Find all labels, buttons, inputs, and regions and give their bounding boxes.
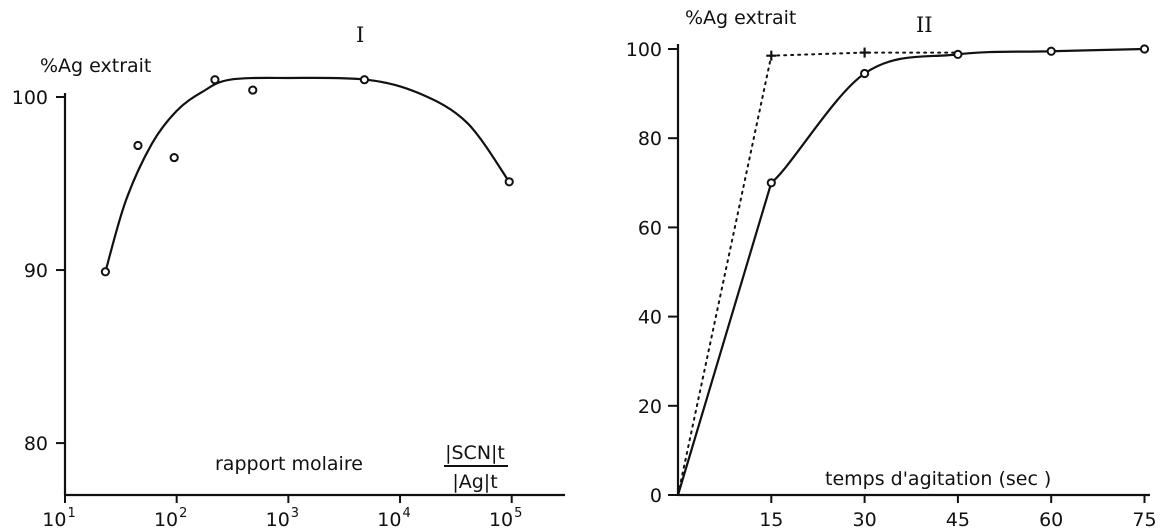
x-tick-label-ii: 15 [759, 509, 783, 529]
x-tick-base-i: 10 [42, 509, 66, 529]
y-tick-label-ii: 100 [626, 39, 662, 61]
x-tick-base-i: 10 [154, 509, 178, 529]
xlabel-text-i: rapport molaire [215, 453, 363, 475]
data-point-circle-ii [766, 178, 776, 188]
y-tick-label-ii: 60 [638, 217, 662, 239]
ylabel-i: %Ag extrait [40, 55, 151, 77]
x-ticks-ii: 15 30 45 60 75 [759, 495, 1157, 529]
data-point-circle-ii [953, 49, 963, 59]
data-point-i [210, 75, 220, 85]
y-tick-label-ii: 20 [638, 396, 662, 418]
x-tick-exp-i: 2 [179, 506, 187, 521]
chart-ii: II %Ag extrait 0 20 40 60 80 100 15 30 45 60 75 t… [626, 7, 1157, 529]
y-tick-label-ii: 0 [650, 485, 662, 507]
data-point-circle-ii [1046, 46, 1056, 56]
data-point-i [248, 85, 258, 95]
ylabel-ii: %Ag extrait [685, 7, 796, 29]
x-tick-label-ii: 75 [1132, 509, 1156, 529]
y-tick-label-i: 90 [24, 260, 48, 282]
x-tick-label-ii: 30 [853, 509, 877, 529]
y-ticks-ii: 0 20 40 60 80 100 [626, 39, 678, 507]
xlabel-numerator-i: |SCN|t [445, 442, 505, 464]
x-tick-label-i: 101 [42, 506, 75, 529]
x-tick-base-i: 10 [489, 509, 513, 529]
x-tick-base-i: 10 [377, 509, 401, 529]
data-point-i [100, 267, 110, 277]
panel-label-i: I [356, 23, 364, 47]
fit-curve-path-i [104, 76, 511, 273]
x-tick-label-i: 104 [377, 506, 410, 529]
x-tick-label-i: 105 [489, 506, 522, 529]
x-tick-label-i: 102 [154, 506, 187, 529]
points-i [100, 75, 514, 277]
x-tick-label-i: 103 [266, 506, 299, 529]
y-tick-label-ii: 80 [638, 128, 662, 150]
x-tick-base-i: 10 [266, 509, 290, 529]
xlabel-denominator-i: |Ag|t [452, 471, 497, 493]
panel-label-ii: II [916, 13, 933, 37]
data-point-i [169, 152, 179, 163]
series-ii [676, 44, 1150, 496]
x-tick-label-ii: 45 [946, 509, 970, 529]
fit-curve-i [104, 76, 511, 273]
y-tick-label-i: 80 [24, 433, 48, 455]
data-point-i [133, 140, 143, 151]
series-solid-line [676, 47, 1145, 496]
y-tick-label-ii: 40 [638, 307, 662, 329]
series-dotted-line [677, 51, 959, 496]
data-point-i [504, 177, 514, 187]
axes-i [63, 93, 565, 497]
y-ticks-i: 80 90 100 [12, 87, 65, 455]
x-ticks-i: 101 102 103 104 105 [42, 495, 522, 529]
x-tick-exp-i: 4 [402, 506, 410, 521]
data-point-circle-ii [1139, 44, 1150, 54]
y-tick-label-i: 100 [12, 87, 48, 109]
xlabel-i: rapport molaire |SCN|t |Ag|t [215, 442, 508, 493]
data-point-circle-ii [860, 68, 870, 79]
x-tick-exp-i: 1 [67, 506, 75, 521]
x-tick-exp-i: 5 [514, 506, 522, 521]
xlabel-ii: temps d'agitation (sec ) [825, 468, 1051, 490]
data-point-i [359, 75, 370, 85]
x-tick-exp-i: 3 [291, 506, 299, 521]
axes-ii [676, 44, 1150, 497]
x-tick-label-ii: 60 [1039, 509, 1063, 529]
